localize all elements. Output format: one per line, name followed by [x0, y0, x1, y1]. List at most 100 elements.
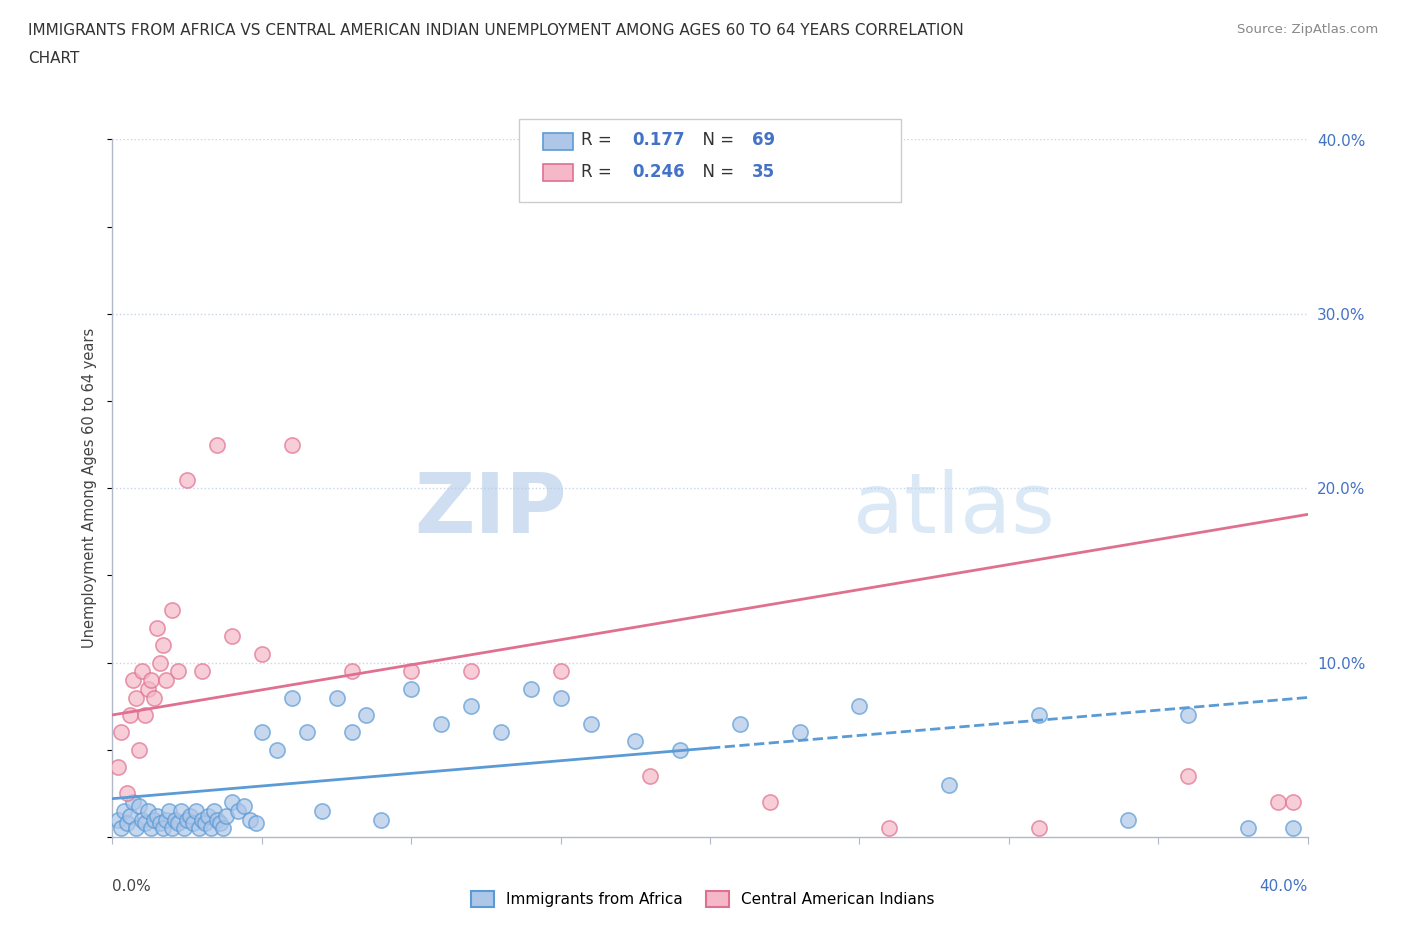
- Point: [789, 725, 811, 740]
- Point: [1118, 812, 1140, 827]
- Point: [669, 742, 692, 757]
- Point: [212, 821, 235, 836]
- Point: [191, 812, 214, 827]
- Point: [120, 809, 142, 824]
- Point: [186, 804, 208, 818]
- Point: [550, 690, 572, 705]
- Point: [728, 716, 751, 731]
- Point: [489, 725, 512, 740]
- Point: [107, 812, 129, 827]
- Point: [152, 638, 174, 653]
- Point: [134, 816, 156, 830]
- Point: [128, 798, 150, 813]
- Point: [107, 760, 129, 775]
- Text: 69: 69: [752, 131, 775, 149]
- Point: [281, 437, 304, 452]
- FancyBboxPatch shape: [519, 118, 901, 203]
- Point: [550, 664, 572, 679]
- Point: [226, 804, 249, 818]
- Point: [205, 437, 228, 452]
- Point: [938, 777, 960, 792]
- FancyBboxPatch shape: [543, 164, 572, 181]
- Point: [155, 812, 177, 827]
- Text: CHART: CHART: [28, 51, 80, 66]
- Point: [1177, 768, 1199, 783]
- Point: [157, 804, 180, 818]
- Point: [167, 816, 190, 830]
- Point: [624, 734, 647, 749]
- Point: [1028, 708, 1050, 723]
- Point: [176, 472, 198, 487]
- Point: [401, 664, 423, 679]
- Point: [245, 816, 267, 830]
- Point: [110, 725, 132, 740]
- Point: [430, 716, 453, 731]
- Point: [138, 804, 160, 818]
- Point: [125, 821, 148, 836]
- Point: [149, 816, 172, 830]
- Point: [250, 646, 273, 661]
- Point: [232, 798, 256, 813]
- Point: [520, 682, 543, 697]
- Point: [173, 821, 195, 836]
- Point: [208, 816, 231, 830]
- Point: [149, 656, 172, 671]
- Point: [197, 809, 219, 824]
- Point: [356, 708, 378, 723]
- Point: [325, 690, 347, 705]
- Point: [141, 821, 163, 836]
- Point: [638, 768, 662, 783]
- Point: [401, 682, 423, 697]
- Point: [138, 682, 160, 697]
- Text: N =: N =: [692, 164, 740, 181]
- Point: [152, 821, 174, 836]
- Text: 35: 35: [752, 164, 775, 181]
- Point: [167, 664, 190, 679]
- Point: [162, 603, 183, 618]
- Y-axis label: Unemployment Among Ages 60 to 64 years: Unemployment Among Ages 60 to 64 years: [82, 328, 97, 648]
- Point: [141, 672, 163, 687]
- Text: N =: N =: [692, 131, 740, 149]
- FancyBboxPatch shape: [543, 133, 572, 150]
- Text: 0.0%: 0.0%: [112, 879, 152, 894]
- Point: [202, 804, 225, 818]
- Point: [179, 809, 201, 824]
- Point: [460, 698, 482, 713]
- Point: [1028, 821, 1050, 836]
- Point: [110, 821, 132, 836]
- Point: [128, 742, 150, 757]
- Point: [877, 821, 901, 836]
- Text: 0.246: 0.246: [633, 164, 685, 181]
- Text: 0.177: 0.177: [633, 131, 685, 149]
- Point: [1281, 794, 1303, 809]
- Point: [134, 708, 156, 723]
- Point: [117, 786, 139, 801]
- Point: [340, 725, 363, 740]
- Point: [114, 804, 135, 818]
- Point: [122, 794, 145, 809]
- Point: [165, 812, 187, 827]
- Point: [131, 812, 153, 827]
- Point: [250, 725, 273, 740]
- Point: [181, 816, 204, 830]
- Point: [170, 804, 193, 818]
- Point: [194, 816, 217, 830]
- Point: [239, 812, 262, 827]
- Text: 40.0%: 40.0%: [1260, 879, 1308, 894]
- Point: [281, 690, 304, 705]
- Point: [1237, 821, 1260, 836]
- Text: R =: R =: [581, 164, 617, 181]
- Point: [143, 690, 166, 705]
- Point: [125, 690, 148, 705]
- Point: [188, 821, 211, 836]
- Point: [1177, 708, 1199, 723]
- Point: [579, 716, 602, 731]
- Text: Source: ZipAtlas.com: Source: ZipAtlas.com: [1237, 23, 1378, 36]
- Point: [848, 698, 870, 713]
- Point: [266, 742, 288, 757]
- Text: R =: R =: [581, 131, 617, 149]
- Point: [200, 821, 222, 836]
- Point: [162, 821, 183, 836]
- Point: [131, 664, 153, 679]
- Text: ZIP: ZIP: [415, 469, 567, 550]
